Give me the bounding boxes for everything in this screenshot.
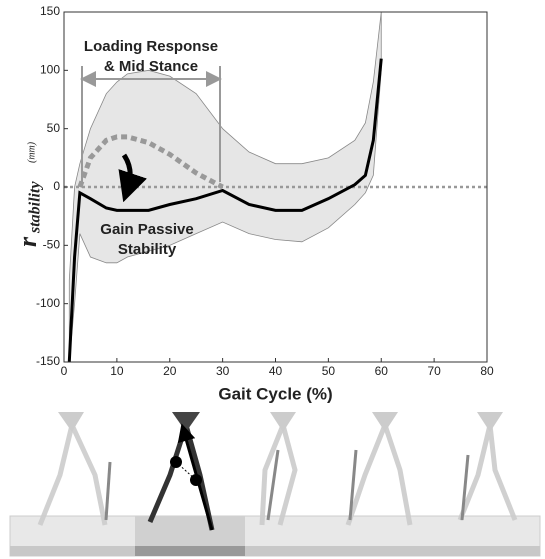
y-label-unit: (mm) [26, 141, 37, 163]
y-tick-label: -100 [36, 296, 60, 310]
y-tick-label: 150 [40, 4, 60, 18]
x-tick-label: 0 [61, 364, 68, 378]
y-tick-label: 0 [53, 179, 60, 193]
x-tick-label: 40 [269, 364, 283, 378]
y-tick-label: -50 [43, 238, 61, 252]
y-axis-label: r stability (mm) [13, 141, 44, 247]
y-tick-label: -150 [36, 354, 60, 368]
y-label-subscript: stability [27, 181, 44, 234]
y-tick-label: 50 [47, 121, 61, 135]
gait-illustration [9, 412, 541, 557]
line [67, 58, 383, 362]
y-tick-label: 100 [40, 63, 60, 77]
x-tick-label: 30 [216, 364, 230, 378]
line [77, 134, 224, 190]
y-label-symbol: r [13, 236, 42, 247]
x-tick-label: 60 [375, 364, 389, 378]
annotation: Loading Response [84, 38, 218, 55]
x-tick-label: 70 [427, 364, 441, 378]
x-axis-label: Gait Cycle (%) [218, 384, 332, 403]
x-tick-label: 10 [110, 364, 124, 378]
curved-arrow [118, 153, 147, 203]
annotation: Gain Passive [100, 221, 193, 238]
annotation: & Mid Stance [104, 58, 198, 75]
annotation: Stability [118, 241, 177, 258]
x-tick-label: 50 [322, 364, 336, 378]
x-tick-label: 20 [163, 364, 177, 378]
x-tick-label: 80 [480, 364, 494, 378]
